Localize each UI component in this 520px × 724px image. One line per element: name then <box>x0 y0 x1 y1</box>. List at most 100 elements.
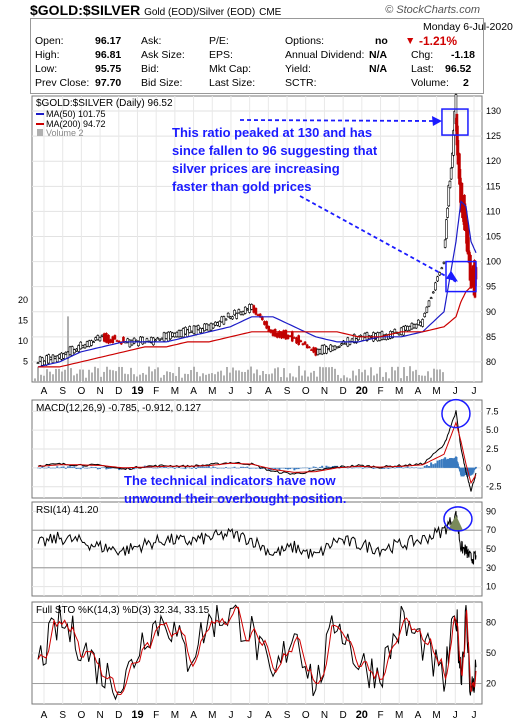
macd-histogram-bar <box>267 467 270 470</box>
macd-histogram-bar <box>438 459 441 468</box>
price-candle <box>216 322 219 326</box>
macd-histogram-bar <box>220 467 223 469</box>
volume-bar <box>166 371 168 382</box>
macd-histogram-bar <box>348 467 351 468</box>
macd-histogram-bar <box>402 467 405 469</box>
macd-histogram-bar <box>474 467 477 469</box>
price-candle <box>412 324 416 329</box>
macd-histogram-bar <box>284 467 287 470</box>
volume-bar <box>139 374 141 382</box>
x-tick-label: J <box>453 386 458 397</box>
price-candle <box>446 207 449 218</box>
price-candle <box>305 344 309 349</box>
arrowhead-icon <box>446 270 458 282</box>
peak-highlight-box <box>441 108 469 136</box>
volume-bar <box>421 375 423 382</box>
volume-bar <box>229 372 231 382</box>
macd-histogram-bar <box>325 465 328 468</box>
volume-bar <box>103 371 105 382</box>
volume-bar <box>91 372 93 382</box>
rsi-line <box>37 510 477 565</box>
x-tick-label: O <box>78 386 86 397</box>
price-candle <box>113 335 117 340</box>
annotation-line: The technical indicators have now <box>124 473 336 488</box>
volume-bar <box>151 371 153 382</box>
volume-bar <box>442 372 444 382</box>
volume-bar <box>241 371 243 382</box>
volume-bar <box>301 375 303 382</box>
price-candle <box>43 360 46 366</box>
y-tick-label: 7.5 <box>486 406 499 416</box>
macd-histogram-bar <box>54 467 57 469</box>
volume-bar <box>424 375 426 382</box>
macd-histogram-bar <box>212 466 215 468</box>
macd-histogram-bar <box>440 459 443 468</box>
macd-histogram-bar <box>64 467 67 469</box>
volume-bar <box>157 367 159 382</box>
price-candle <box>53 356 57 359</box>
volume-bar <box>292 376 294 382</box>
y-tick-label: 10 <box>486 582 496 592</box>
x-tick-label: J <box>453 710 458 721</box>
y-tick-label: 90 <box>486 506 496 516</box>
macd-histogram-bar <box>135 467 138 469</box>
volume-bar <box>355 375 357 382</box>
volume-bar <box>352 370 354 382</box>
price-candle <box>105 333 108 343</box>
volume-bar <box>433 368 435 382</box>
y-tick-label: 80 <box>486 617 496 627</box>
price-candle <box>314 347 318 356</box>
macd-histogram-bar <box>419 467 422 469</box>
price-candle <box>443 239 447 248</box>
volume-tick-label: 5 <box>23 357 28 367</box>
price-candle <box>323 344 326 354</box>
price-candle <box>331 345 335 351</box>
price-candle <box>130 340 134 346</box>
macd-histogram-bar <box>94 466 97 468</box>
y-tick-label: 90 <box>486 307 496 317</box>
price-candle <box>308 346 311 349</box>
volume-bar <box>376 373 378 382</box>
volume-bar <box>427 371 429 382</box>
volume-bar <box>253 373 255 382</box>
macd-histogram-bar <box>445 459 448 468</box>
price-candle <box>312 347 315 353</box>
macd-histogram-bar <box>282 467 285 469</box>
price-candle <box>273 329 277 337</box>
macd-histogram-bar <box>92 467 95 468</box>
volume-bar <box>211 373 213 382</box>
price-candle <box>293 337 296 339</box>
price-candle <box>107 334 110 344</box>
price-candle <box>81 345 85 348</box>
price-candle <box>271 330 275 336</box>
price-candle <box>186 329 189 337</box>
price-candle <box>340 343 343 346</box>
ma50-line <box>37 200 477 368</box>
macd-histogram-bar <box>380 467 383 469</box>
price-candle <box>280 331 283 339</box>
volume-bar <box>274 368 276 382</box>
volume-bar <box>316 376 318 382</box>
macd-histogram-bar <box>197 466 200 468</box>
volume-bar <box>193 366 195 382</box>
macd-histogram-bar <box>186 467 189 468</box>
volume-tick-label: 20 <box>18 295 28 305</box>
macd-histogram-bar <box>79 467 82 470</box>
legend-ma200: MA(200) 94.72 <box>46 119 106 129</box>
price-candle <box>40 357 44 366</box>
macd-histogram-bar <box>321 465 324 468</box>
price-candle <box>425 306 429 313</box>
volume-bar <box>244 372 246 382</box>
volume-bar <box>418 375 420 382</box>
y-tick-label: 130 <box>486 106 501 116</box>
x-tick-label: N <box>321 386 328 397</box>
down-arrow-icon: ▼ <box>405 35 416 47</box>
price-candle <box>318 349 322 354</box>
indicator-annotation: The technical indicators have now unwoun… <box>124 472 346 508</box>
low-label: Low: <box>35 63 58 75</box>
macd-histogram-bar <box>107 467 110 469</box>
volume-bar <box>187 374 189 382</box>
x-tick-label: A <box>190 710 197 721</box>
volume-bar <box>100 376 102 382</box>
